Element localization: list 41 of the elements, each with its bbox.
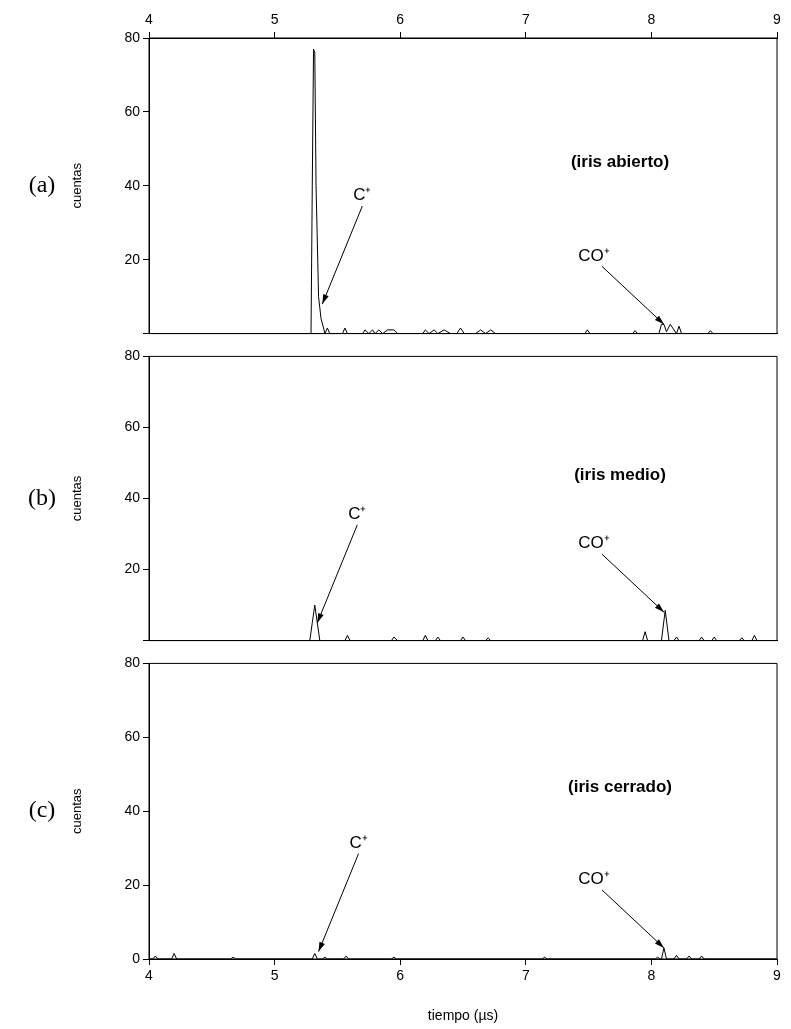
text: (b) [28, 483, 56, 510]
y-axis-title: cuentas [69, 787, 85, 834]
y-tick-label: 0 [132, 949, 141, 966]
x-tick-label: 9 [773, 967, 782, 984]
annotation: CO⁺ [578, 869, 610, 889]
y-tick-label: 40 [124, 176, 141, 193]
y-tick-label: 40 [124, 802, 141, 819]
x-tick-label: 4 [145, 967, 154, 984]
annotation: C⁺ [353, 185, 372, 205]
x-tick-label: 6 [396, 967, 405, 984]
x2-tick-label: 7 [521, 11, 530, 28]
y-tick-label: 80 [124, 347, 141, 364]
y-tick-label: 40 [124, 489, 141, 506]
annotation: C⁺ [348, 504, 367, 524]
y-tick-label: 60 [124, 418, 141, 435]
text: (a) [28, 171, 56, 198]
text: (c) [28, 796, 56, 823]
annotation: C⁺ [349, 832, 368, 852]
y-tick-label: 60 [124, 728, 141, 745]
y-tick-label: 80 [124, 654, 141, 671]
x-tick-label: 7 [521, 967, 530, 984]
annotation: (iris medio) [574, 465, 666, 485]
x-tick-label: 5 [270, 967, 279, 984]
x2-tick-label: 5 [270, 11, 279, 28]
annotation: CO⁺ [578, 533, 610, 553]
annotation: CO⁺ [578, 245, 610, 265]
y-axis-title: cuentas [69, 475, 85, 522]
annotation: (iris abierto) [570, 151, 670, 171]
x2-tick-label: 8 [647, 11, 656, 28]
x2-tick-label: 4 [145, 11, 154, 28]
x2-tick-label: 6 [396, 11, 405, 28]
x-axis-title: tiempo (µs) [427, 1007, 499, 1024]
y-tick-label: 80 [124, 28, 141, 45]
y-axis-title: cuentas [69, 162, 85, 209]
y-tick-label: 20 [124, 875, 141, 892]
x-tick-label: 8 [647, 967, 656, 984]
y-tick-label: 20 [124, 560, 141, 577]
y-tick-label: 20 [124, 250, 141, 267]
x2-tick-label: 9 [773, 11, 782, 28]
annotation: (iris cerrado) [568, 777, 672, 797]
y-tick-label: 60 [124, 102, 141, 119]
